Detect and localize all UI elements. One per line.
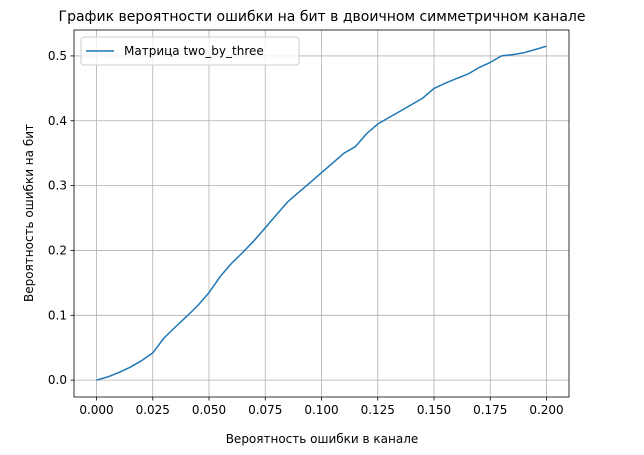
x-tick-label: 0.125	[361, 403, 395, 417]
x-tick-label: 0.150	[417, 403, 451, 417]
x-tick-label: 0.175	[473, 403, 507, 417]
series-line	[96, 45, 547, 381]
y-tick-label: 0.2	[48, 243, 67, 257]
x-tick-label: 0.050	[192, 403, 226, 417]
series-layer	[96, 45, 547, 381]
grid-lines	[74, 30, 569, 397]
x-tick-label: 0.025	[136, 403, 170, 417]
y-tick-label: 0.1	[48, 308, 67, 322]
x-axis-ticks: 0.000 0.025 0.050 0.075 0.100 0.125 0.150 0.175…	[79, 397, 564, 417]
x-tick-label: 0.200	[529, 403, 563, 417]
legend: Матрица two_by_three	[80, 36, 300, 66]
y-axis-ticks: 0.0 0.1 0.2 0.3 0.4 0.5	[48, 49, 74, 387]
x-tick-label: 0.100	[304, 403, 338, 417]
y-tick-label: 0.4	[48, 114, 67, 128]
y-tick-label: 0.3	[48, 179, 67, 193]
y-tick-label: 0.0	[48, 373, 67, 387]
y-axis-label: Вероятность ошибки на бит	[22, 124, 36, 302]
legend-label: Матрица two_by_three	[124, 44, 264, 58]
y-tick-label: 0.5	[48, 49, 67, 63]
chart-title: График вероятности ошибки на бит в двоич…	[59, 9, 586, 25]
legend-box	[80, 36, 300, 66]
x-tick-label: 0.075	[248, 403, 282, 417]
x-axis-label: Вероятность ошибки в канале	[226, 432, 419, 446]
x-tick-label: 0.000	[79, 403, 113, 417]
